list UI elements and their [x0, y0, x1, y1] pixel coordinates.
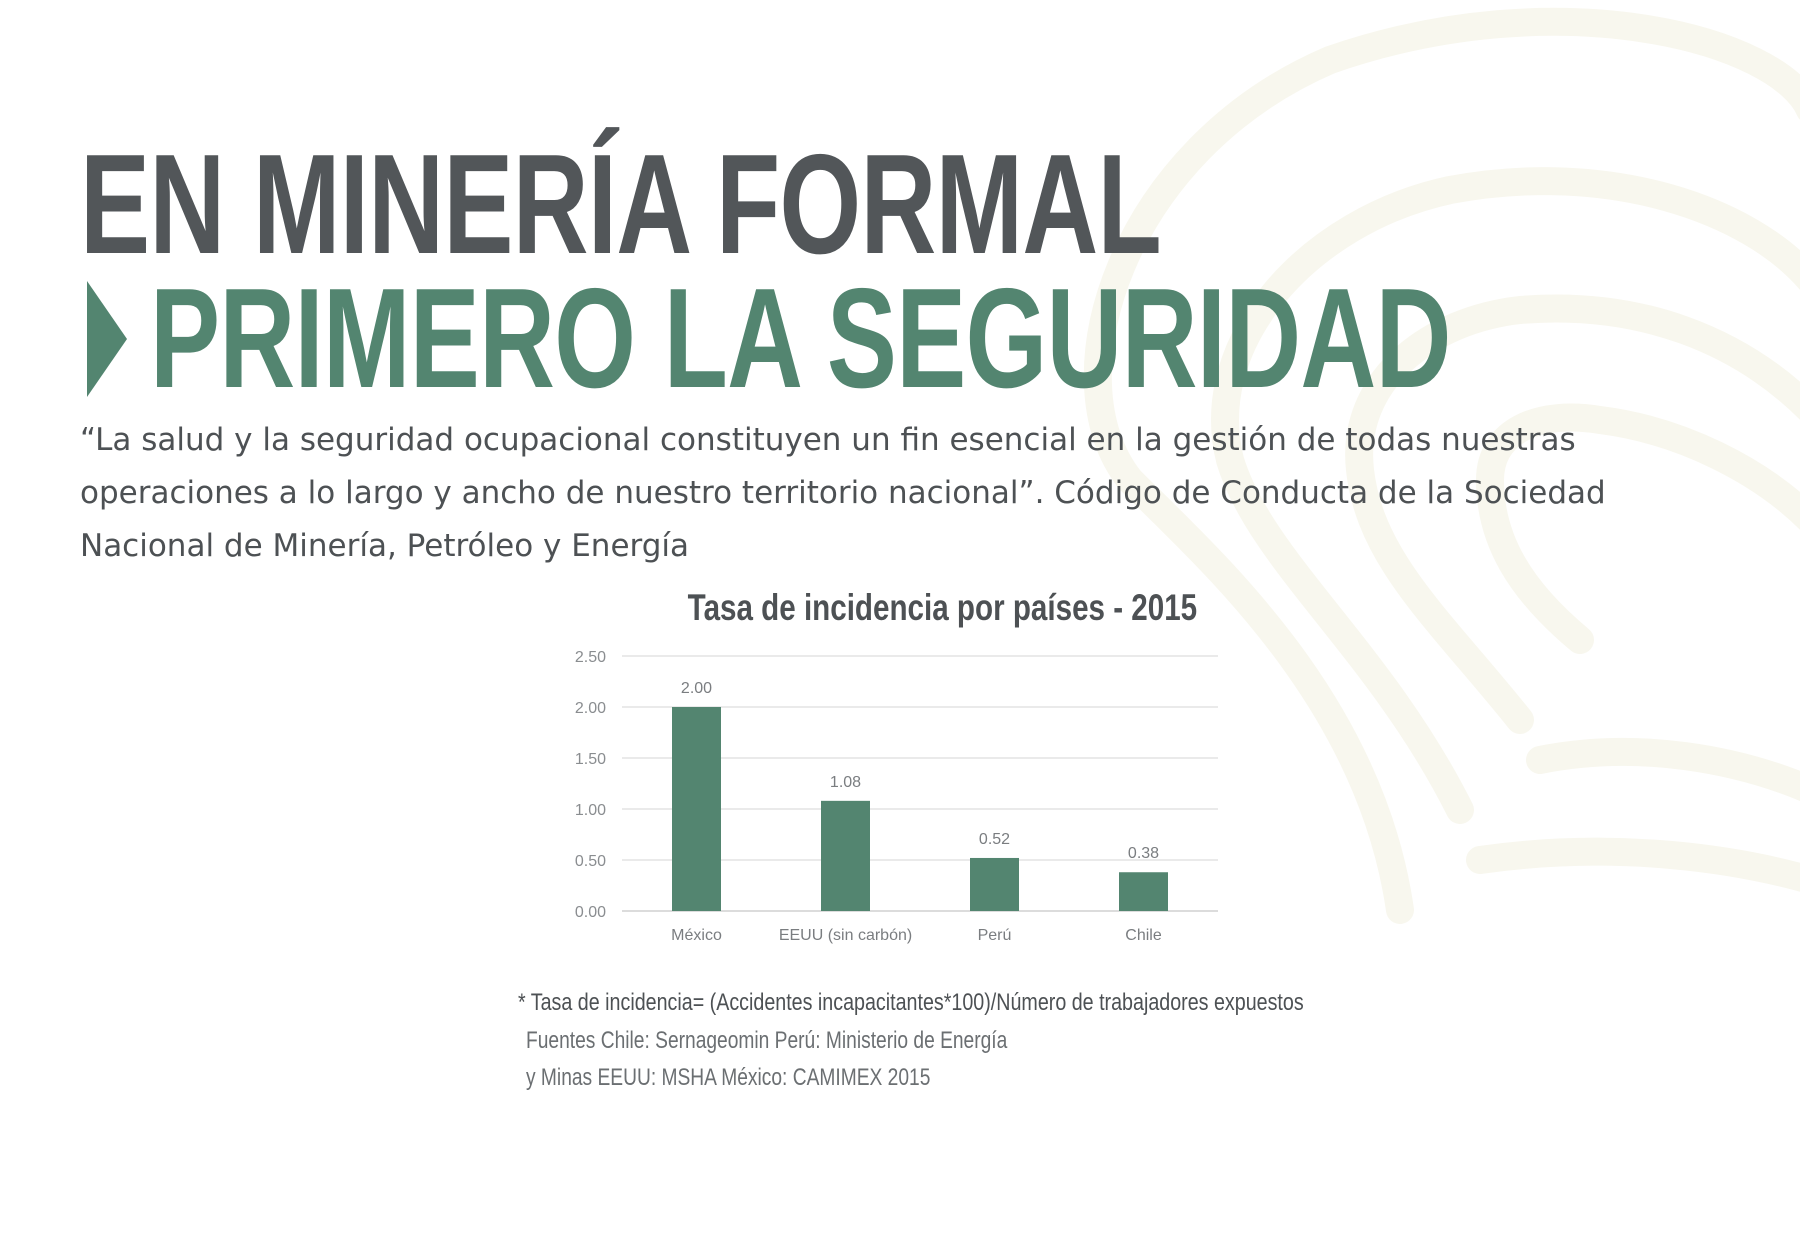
footnote-formula: * Tasa de incidencia= (Accidentes incapa…: [518, 989, 1304, 1016]
bar: [1119, 872, 1168, 911]
data-label: 0.38: [1128, 845, 1159, 862]
y-tick-label: 2.00: [575, 700, 606, 717]
data-label: 0.52: [979, 831, 1010, 848]
bar: [672, 707, 721, 911]
headline-line-1: EN MINERÍA FORMAL: [80, 125, 1162, 284]
source-line-1: Fuentes Chile: Sernageomin Perú: Ministe…: [526, 1027, 1008, 1054]
x-tick-label: Perú: [978, 927, 1012, 944]
bar: [970, 857, 1019, 911]
x-tick-label: Chile: [1125, 927, 1162, 944]
data-label: 1.08: [830, 774, 861, 791]
y-tick-label: 2.50: [575, 649, 606, 666]
x-tick-label: México: [671, 927, 722, 944]
y-tick-label: 1.50: [575, 751, 606, 768]
quote-text: “La salud y la seguridad ocupacional con…: [80, 422, 1606, 564]
y-tick-label: 0.00: [575, 904, 606, 921]
y-tick-label: 0.50: [575, 853, 606, 870]
headline-line-2: PRIMERO LA SEGURIDAD: [150, 259, 1451, 418]
chart-title: Tasa de incidencia por países - 2015: [687, 587, 1198, 628]
bar: [821, 800, 870, 911]
triangle-play-icon: [87, 281, 127, 397]
y-tick-label: 1.00: [575, 802, 606, 819]
data-label: 2.00: [681, 680, 712, 697]
source-line-2: y Minas EEUU: MSHA México: CAMIMEX 2015: [526, 1064, 931, 1091]
x-tick-label: EEUU (sin carbón): [779, 927, 912, 944]
